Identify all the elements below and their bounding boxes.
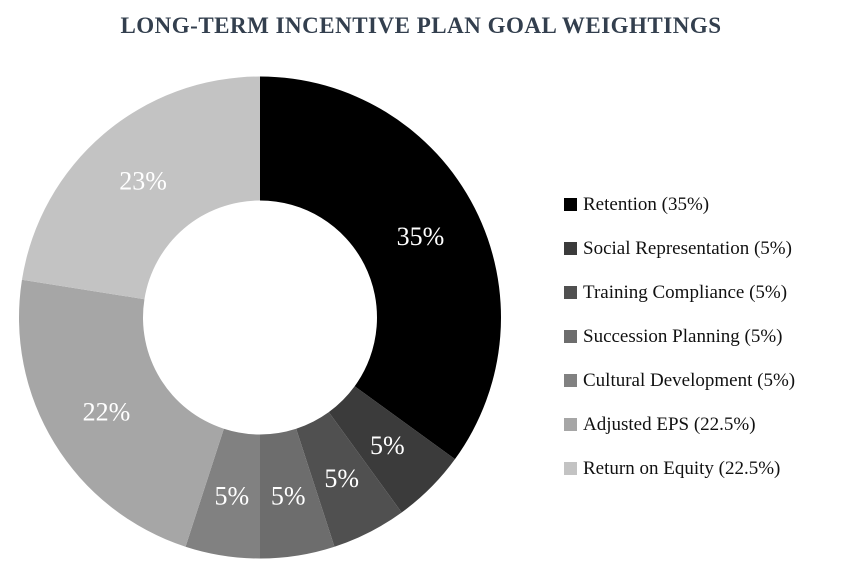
slice-training-compliance [296, 412, 402, 547]
slice-label-training-compliance: 5% [324, 464, 359, 493]
legend-swatch-succession-planning [564, 330, 577, 343]
slice-retention [260, 76, 501, 460]
slice-succession-planning [260, 428, 335, 559]
chart-title: LONG-TERM INCENTIVE PLAN GOAL WEIGHTINGS [120, 13, 722, 38]
legend-item-succession-planning: Succession Planning (5%) [564, 326, 795, 347]
legend-swatch-adjusted-eps [564, 418, 577, 431]
legend-item-social-representation: Social Representation (5%) [564, 238, 795, 259]
legend-label-social-representation: Social Representation (5%) [583, 237, 792, 259]
slice-label-retention: 35% [397, 222, 445, 251]
legend-item-cultural-development: Cultural Development (5%) [564, 370, 795, 391]
legend-item-training-compliance: Training Compliance (5%) [564, 282, 795, 303]
legend-swatch-social-representation [564, 242, 577, 255]
legend-swatch-training-compliance [564, 286, 577, 299]
slice-label-succession-planning: 5% [271, 481, 306, 510]
legend-swatch-retention [564, 198, 577, 211]
slice-return-on-equity [21, 76, 260, 300]
slice-adjusted-eps [19, 279, 224, 547]
donut-slices [19, 76, 501, 559]
legend-label-adjusted-eps: Adjusted EPS (22.5%) [583, 413, 756, 435]
legend-item-adjusted-eps: Adjusted EPS (22.5%) [564, 414, 795, 435]
legend-label-cultural-development: Cultural Development (5%) [583, 369, 796, 391]
legend-swatch-cultural-development [564, 374, 577, 387]
slice-social-representation [328, 386, 455, 513]
legend-item-return-on-equity: Return on Equity (22.5%) [564, 458, 795, 479]
legend-label-training-compliance: Training Compliance (5%) [583, 281, 788, 303]
donut-slice-labels: 35% 5% 5% 5% 5% 22% 23% [83, 167, 445, 511]
slice-label-return-on-equity: 23% [119, 167, 167, 196]
slice-label-adjusted-eps: 22% [83, 398, 131, 427]
legend-label-succession-planning: Succession Planning (5%) [583, 325, 783, 347]
legend-label-return-on-equity: Return on Equity (22.5%) [583, 457, 781, 479]
legend: Retention (35%) Social Representation (5%… [564, 194, 795, 479]
legend-item-retention: Retention (35%) [564, 194, 795, 215]
slice-cultural-development [185, 428, 260, 559]
legend-label-retention: Retention (35%) [583, 193, 710, 215]
slice-label-cultural-development: 5% [214, 481, 249, 510]
slice-label-social-representation: 5% [370, 431, 405, 460]
legend-swatch-return-on-equity [564, 462, 577, 475]
